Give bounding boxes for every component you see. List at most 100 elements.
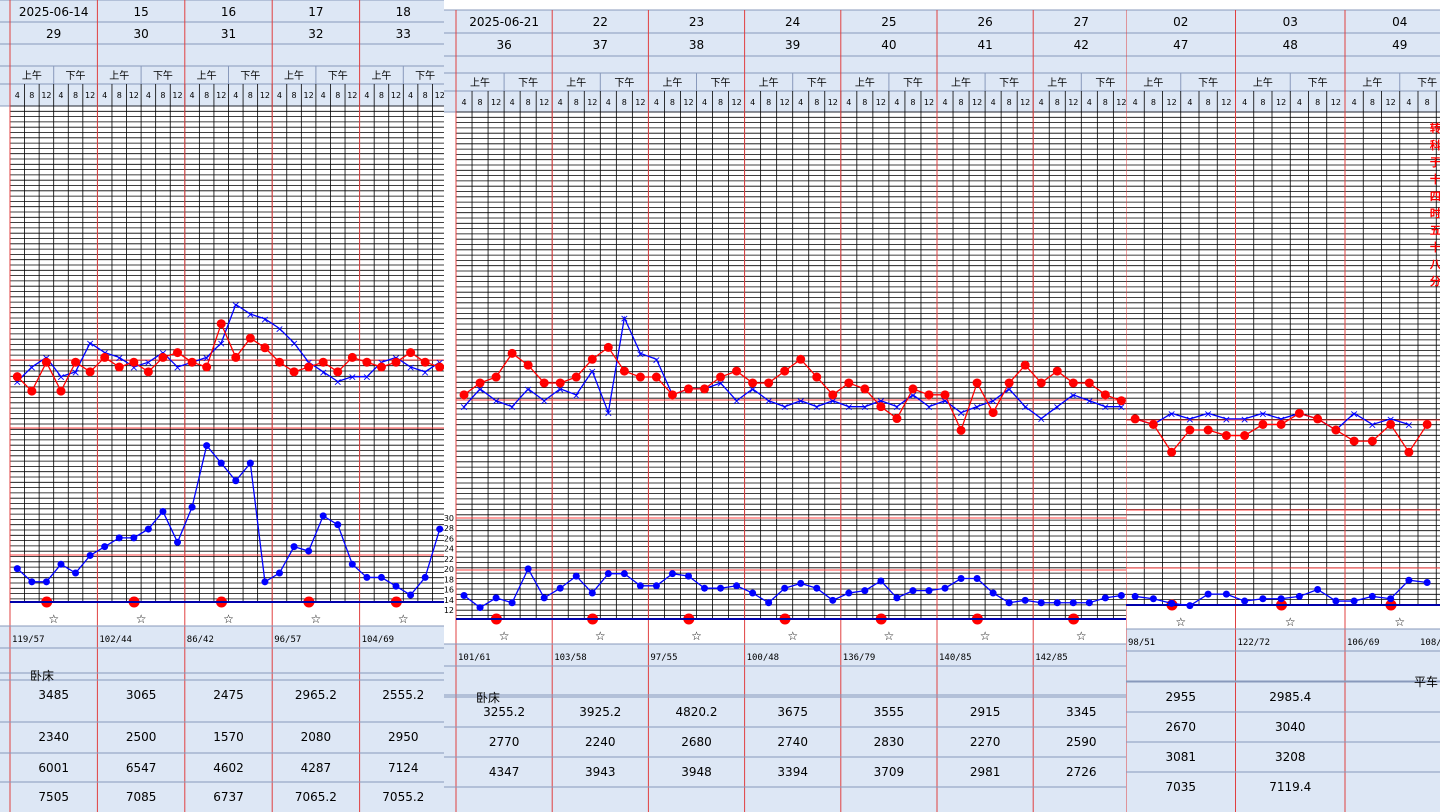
pulse-point [1314, 585, 1322, 593]
time-slot-label: 8 [910, 98, 915, 107]
pulse-point [1069, 599, 1077, 607]
bp-value: 106/69 [1347, 638, 1380, 648]
day-date: 2025-06-21 [469, 15, 539, 29]
time-slot-label: 8 [1007, 98, 1012, 107]
time-slot-label: 4 [702, 98, 707, 107]
temp-blue-point: × [1222, 413, 1231, 426]
temp-red-point [1240, 431, 1250, 441]
record-value: 2340 [38, 730, 69, 744]
pulse-point [57, 560, 65, 568]
temp-red-point [376, 362, 386, 372]
y-tick-label: 22 [444, 555, 454, 564]
temp-red-point [274, 357, 284, 367]
record-value: 2955 [1165, 690, 1196, 704]
star-marker: ☆ [1175, 615, 1186, 629]
record-value: 2981 [970, 765, 1001, 779]
pm-label: 下午 [807, 76, 827, 89]
day-number: 39 [785, 38, 800, 52]
bp-value: 86/42 [187, 635, 214, 645]
time-slot-label: 12 [1068, 98, 1078, 107]
record-value: 3081 [1165, 750, 1196, 764]
time-slot-label: 4 [58, 91, 63, 100]
temp-blue-point: × [1085, 395, 1094, 408]
time-slot-label: 12 [260, 91, 270, 100]
pulse-point [636, 582, 644, 590]
temp-blue-point: × [924, 401, 933, 414]
temp-red-point [571, 372, 581, 382]
temp-blue-point: × [812, 401, 821, 414]
am-label: 上午 [284, 69, 304, 82]
pm-label: 下午 [1308, 76, 1328, 89]
temp-blue-point: × [1101, 401, 1110, 414]
note-char: 分 [1430, 274, 1440, 288]
day-date: 15 [133, 5, 148, 19]
temp-blue-point: × [275, 323, 284, 336]
day-date: 26 [977, 15, 992, 29]
pulse-point [101, 543, 109, 551]
record-value: 2770 [489, 735, 520, 749]
temp-blue-point: × [333, 375, 342, 388]
record-value: 2680 [681, 735, 712, 749]
temp-blue-point: × [604, 407, 613, 420]
day-number: 32 [308, 27, 323, 41]
time-slot-label: 12 [972, 98, 982, 107]
pulse-point [668, 570, 676, 578]
temp-blue-point: × [1240, 413, 1249, 426]
bp-value-2: 108/64 [1420, 638, 1440, 648]
pulse-point [1222, 590, 1230, 598]
time-slot-label: 8 [1206, 98, 1211, 107]
pm-label: 下午 [1095, 76, 1115, 89]
pm-label: 下午 [328, 69, 348, 82]
record-value: 2475 [213, 688, 244, 702]
temp-blue-point: × [1386, 413, 1395, 426]
temp-red-point [435, 362, 444, 372]
star-marker: ☆ [691, 629, 702, 643]
temp-blue-point: × [86, 337, 95, 350]
temp-red-point [459, 390, 469, 400]
day-number: 47 [1173, 38, 1188, 52]
time-slot-label: 12 [1116, 98, 1126, 107]
time-slot-label: 8 [160, 91, 165, 100]
temp-red-point [1203, 425, 1213, 435]
day-number: 49 [1392, 38, 1407, 52]
bp-value: 136/79 [843, 653, 876, 663]
record-value: 7505 [38, 790, 69, 804]
temp-red-point [1221, 431, 1231, 441]
pulse-point [86, 551, 94, 559]
star-marker: ☆ [398, 612, 409, 626]
note-char: 五 [1430, 224, 1440, 237]
temp-blue-point: × [71, 366, 80, 379]
am-label: 上午 [951, 76, 971, 89]
temp-red-point [716, 372, 726, 382]
star-marker: ☆ [223, 612, 234, 626]
pulse-point [1021, 596, 1029, 604]
time-slot-label: 4 [190, 91, 195, 100]
am-label: 上午 [371, 69, 391, 82]
temp-red-point [100, 352, 110, 362]
record-value: 3925.2 [579, 705, 621, 719]
pulse-point [261, 578, 269, 586]
bp-value: 98/51 [1128, 638, 1155, 648]
pulse-point [733, 582, 741, 590]
temp-blue-point: × [1069, 389, 1078, 402]
time-slot-label: 4 [102, 91, 107, 100]
pulse-point [1131, 592, 1139, 600]
bp-value: 140/85 [939, 653, 972, 663]
temp-red-point [114, 362, 124, 372]
temp-red-point [796, 354, 806, 364]
time-slot-label: 12 [587, 98, 597, 107]
time-slot-label: 4 [1133, 98, 1138, 107]
pulse-point [159, 508, 167, 515]
am-label: 上午 [470, 76, 490, 89]
temp-blue-point: × [572, 389, 581, 402]
time-slot-label: 12 [435, 91, 444, 100]
pulse-point [781, 584, 789, 592]
temp-blue-point: × [56, 371, 65, 384]
time-slot-label: 8 [862, 98, 867, 107]
time-slot-label: 4 [1297, 98, 1302, 107]
temp-blue-point: × [1350, 407, 1359, 420]
day-date: 03 [1283, 15, 1298, 29]
day-number: 29 [46, 27, 61, 41]
pulse-point [909, 587, 917, 595]
